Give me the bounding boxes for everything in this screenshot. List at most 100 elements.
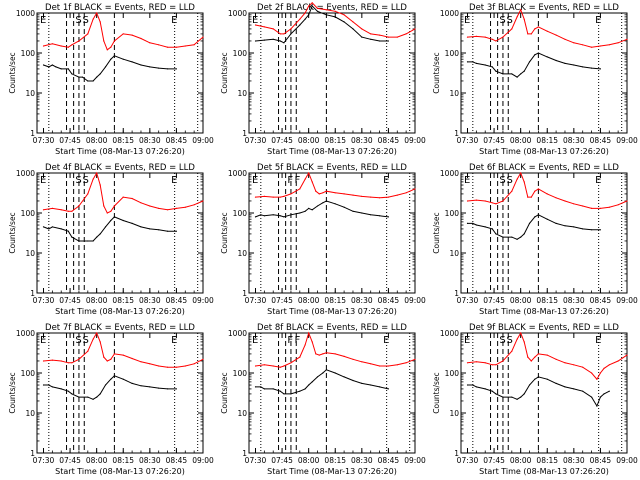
region-label: E [464,175,470,186]
series-lld-point [67,210,69,212]
series-lld-point [193,44,195,46]
series-events-point [104,66,107,68]
series-events-point [546,378,548,380]
series-events-point [322,202,324,204]
series-events-point [466,384,469,386]
y-axis-label: Counts/sec [8,372,17,413]
region-label: E [252,175,258,186]
series-events-point [92,398,94,400]
series-lld-point [254,365,257,367]
series-events-point [523,233,525,235]
x-tick-label: 08:15 [536,136,558,145]
series-events-point [104,384,107,386]
y-tick-label: 10 [237,409,247,418]
x-tick-label: 07:30 [457,296,479,305]
y-tick-label: 100 [445,209,460,218]
series-events-point [555,222,557,224]
series-events-point [122,58,124,60]
series-events-point [48,228,50,230]
region-label: S [75,335,81,346]
series-events-point [96,396,98,398]
series-lld-point [555,197,557,199]
y-tick-label: 10 [449,249,459,258]
series-lld-point [396,364,398,366]
y-axis-label: Counts/sec [220,212,229,253]
plot-frame [460,332,628,454]
x-tick-label: 07:30 [457,456,479,465]
series-lld-point [283,33,285,35]
series-events-point [87,240,89,242]
region-label: E [171,335,177,346]
y-axis-label: Counts/sec [432,212,441,253]
series-events-point [140,64,142,66]
series-events-point [599,229,602,231]
y-tick-label: 1000 [228,169,247,178]
series-lld-point [530,196,532,198]
x-tick-label: 09:00 [616,136,638,145]
series-events-point [555,382,557,384]
x-tick-label: 08:30 [563,296,585,305]
x-tick-label: 07:30 [245,136,267,145]
series-lld-point [78,358,80,360]
series-events-point [71,73,73,75]
panel-2: Det 2f BLACK = Events, RED = LLD 1 10 100 10… [220,2,426,156]
x-tick-label: 07:45 [59,136,81,145]
series-lld-point [325,190,327,192]
series-lld-point [546,193,548,195]
series-lld-line [255,2,416,38]
series-events-point [537,376,540,378]
series-lld-point [42,209,45,211]
series-events-point [279,390,281,392]
series-lld-point [290,362,292,364]
series-events-line [43,55,177,82]
series-lld-point [299,356,301,358]
x-tick-label: 07:45 [483,456,505,465]
series-events-point [325,200,327,202]
series-lld-point [140,37,142,40]
series-events-point [110,378,112,380]
series-events-point [484,388,486,390]
series-lld-point [617,42,619,44]
series-events-point [260,214,262,216]
y-tick-label: 10 [449,409,459,418]
series-lld-line [467,171,628,209]
series-lld-point [596,378,598,380]
series-lld-point [149,42,151,44]
region-label: E [383,175,389,186]
x-tick-label: 08:15 [324,136,346,145]
region-label: F [287,335,293,346]
series-events-point [564,386,566,388]
y-tick-label: 100 [233,49,248,58]
region-label: E [383,335,389,346]
panel-7: Det 7f BLACK = Events, RED = LLD 1 10 100 10… [8,323,214,476]
region-label: S [499,175,505,186]
series-events-point [140,226,142,228]
panel-title: Det 9f BLACK = Events, RED = LLD [469,323,619,333]
series-events-point [283,216,285,218]
panel-title: Det 8f BLACK = Events, RED = LLD [257,323,407,333]
series-events-point [272,214,274,216]
series-events-point [290,33,292,35]
series-events-point [491,228,493,230]
region-label: E [252,15,258,26]
x-tick-label: 07:45 [271,456,293,465]
series-lld-point [92,338,94,340]
series-events-point [528,61,531,63]
x-tick-label: 09:00 [616,456,638,465]
series-events-point [92,240,94,242]
series-lld-point [87,350,89,352]
series-events-point [158,229,160,231]
x-tick-label: 08:45 [590,296,612,305]
series-lld-point [272,28,274,30]
series-events-point [484,64,486,66]
series-lld-point [334,353,336,355]
y-axis-label: Counts/sec [220,52,229,93]
x-tick-label: 08:15 [536,296,558,305]
series-lld-point [158,365,160,367]
series-events-point [263,388,265,390]
series-events-point [520,396,522,398]
series-events-point [502,73,504,75]
series-events-point [311,381,313,383]
series-lld-point [78,40,80,42]
